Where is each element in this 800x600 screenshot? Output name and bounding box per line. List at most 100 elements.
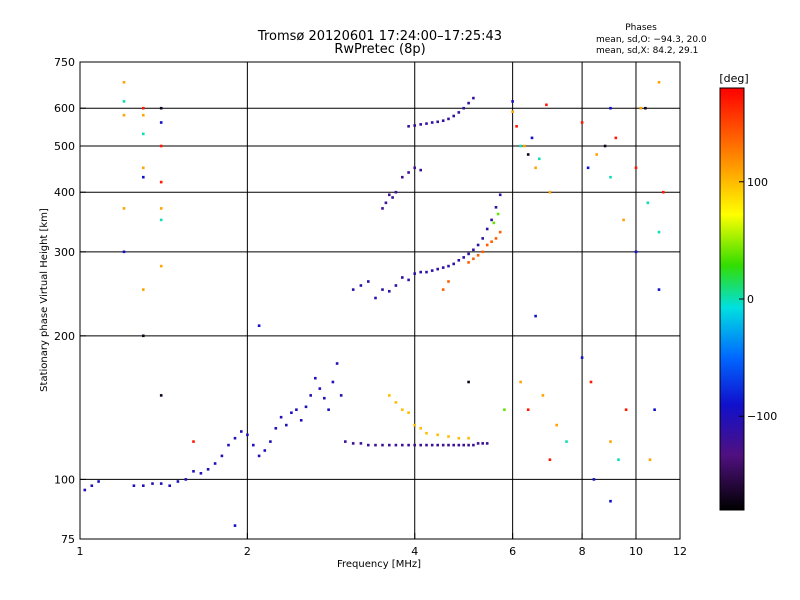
data-point bbox=[452, 114, 455, 118]
data-point bbox=[462, 106, 465, 110]
data-point bbox=[634, 166, 638, 170]
data-point bbox=[233, 436, 237, 440]
data-point bbox=[511, 110, 514, 113]
data-point bbox=[419, 168, 422, 172]
data-point bbox=[290, 411, 293, 414]
data-point bbox=[388, 193, 391, 197]
data-point bbox=[565, 440, 568, 443]
x-tick-label: 8 bbox=[579, 545, 586, 558]
colorbar-ticks: 100 0 −100 bbox=[739, 176, 777, 423]
y-axis-label: Stationary phase Virtual Height [km] bbox=[39, 208, 50, 392]
data-point bbox=[285, 423, 288, 427]
data-point bbox=[257, 454, 261, 458]
data-point bbox=[634, 250, 638, 254]
data-point bbox=[132, 484, 136, 487]
data-point bbox=[394, 401, 398, 404]
data-point bbox=[159, 264, 163, 268]
data-point bbox=[309, 394, 312, 397]
data-point bbox=[252, 443, 255, 447]
legend-line-x: mean, sd,X: 84.2, 29.1 bbox=[596, 46, 698, 56]
data-point bbox=[401, 443, 404, 447]
data-point bbox=[425, 270, 428, 274]
data-point bbox=[481, 237, 484, 240]
data-point bbox=[653, 408, 656, 411]
data-point bbox=[580, 356, 584, 359]
data-point bbox=[314, 376, 317, 380]
data-point bbox=[419, 443, 422, 447]
data-point bbox=[388, 394, 391, 397]
data-point bbox=[523, 144, 526, 148]
colorbar-label: [deg] bbox=[719, 72, 748, 85]
data-point bbox=[331, 380, 335, 384]
data-point bbox=[555, 423, 558, 427]
data-point bbox=[327, 408, 330, 411]
data-point bbox=[367, 443, 370, 447]
data-point bbox=[603, 144, 607, 148]
data-point bbox=[413, 272, 416, 275]
data-point bbox=[184, 478, 188, 481]
data-point bbox=[206, 468, 210, 471]
data-point bbox=[609, 499, 612, 503]
data-point bbox=[142, 334, 145, 338]
data-point bbox=[492, 221, 496, 225]
data-point bbox=[159, 482, 163, 485]
data-point bbox=[447, 435, 450, 438]
data-point bbox=[589, 380, 593, 384]
y-tick-label: 200 bbox=[54, 330, 75, 343]
data-point bbox=[407, 125, 410, 128]
data-point bbox=[457, 436, 461, 440]
data-point bbox=[159, 180, 163, 184]
data-point bbox=[359, 442, 363, 445]
data-point bbox=[436, 120, 439, 124]
data-point bbox=[447, 280, 450, 283]
y-tick-label: 500 bbox=[54, 140, 75, 153]
y-tick-label: 100 bbox=[54, 473, 75, 486]
data-point bbox=[295, 408, 298, 411]
data-point bbox=[534, 166, 537, 170]
data-point bbox=[476, 243, 480, 247]
data-point bbox=[646, 201, 650, 205]
data-point bbox=[430, 269, 434, 272]
data-point bbox=[490, 218, 493, 222]
data-point bbox=[339, 394, 343, 397]
data-point bbox=[595, 153, 598, 156]
data-point bbox=[472, 257, 475, 261]
data-point bbox=[394, 443, 398, 447]
data-point bbox=[388, 443, 391, 447]
data-point bbox=[425, 443, 428, 447]
data-point bbox=[159, 106, 163, 110]
data-point bbox=[374, 296, 377, 300]
data-point bbox=[436, 443, 439, 447]
chart-title: Tromsø 20120601 17:24:00–17:25:43 bbox=[257, 29, 502, 44]
data-point bbox=[83, 488, 87, 492]
data-point bbox=[452, 443, 455, 447]
data-point bbox=[622, 218, 625, 222]
data-point bbox=[142, 132, 145, 136]
data-point bbox=[394, 284, 398, 287]
data-point bbox=[519, 144, 522, 148]
data-point bbox=[476, 442, 480, 445]
data-point bbox=[384, 201, 388, 205]
data-point bbox=[467, 380, 470, 384]
data-point bbox=[142, 484, 145, 487]
data-point bbox=[381, 207, 384, 210]
data-point bbox=[159, 144, 163, 148]
data-point bbox=[318, 387, 322, 390]
data-point bbox=[142, 113, 145, 117]
data-point bbox=[467, 443, 470, 447]
data-point bbox=[227, 443, 230, 447]
data-point bbox=[413, 423, 416, 427]
data-point bbox=[213, 462, 217, 465]
data-point bbox=[263, 449, 267, 452]
data-point bbox=[624, 408, 628, 411]
data-point bbox=[485, 243, 489, 247]
y-tick-label: 600 bbox=[54, 102, 75, 115]
data-point bbox=[176, 480, 180, 483]
data-point bbox=[142, 106, 145, 110]
data-point bbox=[548, 458, 552, 461]
data-point bbox=[220, 454, 224, 458]
data-point bbox=[617, 458, 620, 461]
data-point bbox=[159, 207, 163, 210]
data-point bbox=[391, 196, 394, 199]
